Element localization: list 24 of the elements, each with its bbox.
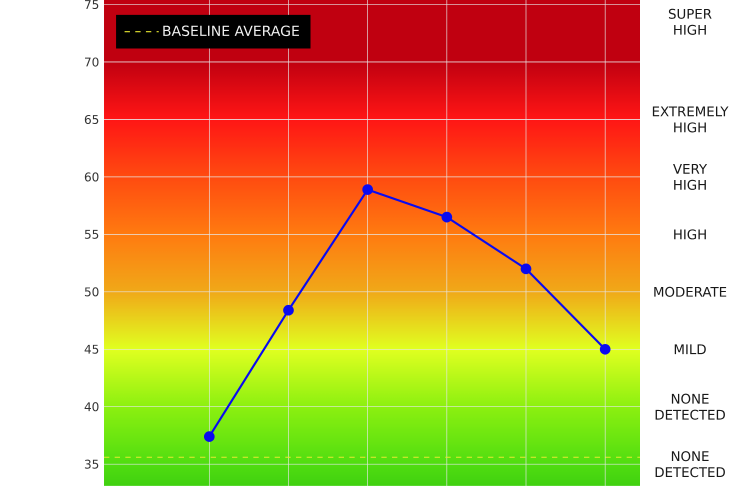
text: HIGH: [674, 229, 706, 240]
y-tick-label: 75: [85, 0, 98, 10]
legend-label: BASELINE AVERAGE: [163, 26, 299, 36]
text: NONE DETECTED: [656, 394, 725, 420]
point: [204, 431, 215, 442]
point: [441, 212, 452, 222]
y-tick-label: 60: [84, 172, 98, 182]
text: MODERATE: [654, 286, 726, 297]
y-tick-label: 70: [85, 57, 98, 67]
text: NONE DETECTED: [656, 451, 725, 478]
text: MILD: [674, 344, 706, 354]
text: EXTREMELY HIGH: [652, 106, 728, 132]
point: [600, 344, 611, 355]
y-tick-label: 40: [84, 402, 98, 412]
y-tick-label: 45: [84, 344, 98, 354]
text: SUPER HIGH: [668, 8, 712, 35]
y-tick-label: 50: [84, 287, 98, 296]
y-tick-label: 35: [84, 460, 98, 469]
point: [362, 184, 373, 195]
point: [520, 264, 532, 274]
text: VERY HIGH: [673, 164, 708, 190]
y-tick-label: 55: [84, 230, 98, 239]
y-tick-label: 65: [84, 114, 98, 124]
point: [283, 304, 294, 316]
